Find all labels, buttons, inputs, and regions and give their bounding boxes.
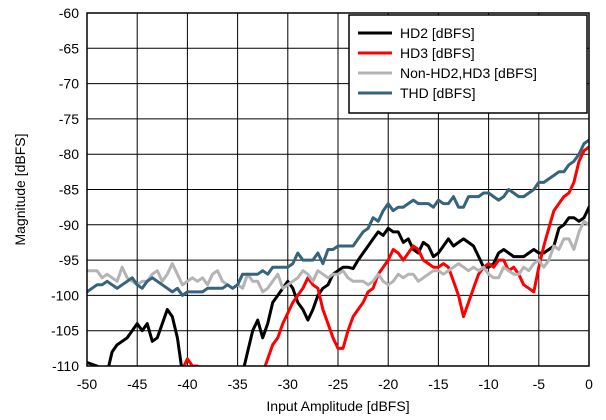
legend-label: HD3 [dBFS]: [400, 45, 475, 61]
series-line-2: [182, 145, 589, 366]
legend-label: THD [dBFS]: [400, 85, 475, 101]
legend-box: [348, 14, 588, 114]
x-tick-label: -40: [177, 376, 197, 392]
y-axis-label: Magnitude [dBFS]: [12, 133, 28, 245]
x-tick-label: -20: [378, 376, 398, 392]
series-line-3: [87, 219, 589, 294]
y-tick-label: -95: [59, 252, 79, 268]
x-tick-label: -30: [278, 376, 298, 392]
y-tick-label: -105: [51, 323, 79, 339]
y-tick-label: -80: [59, 146, 79, 162]
x-tick-label: -15: [428, 376, 448, 392]
x-tick-label: -45: [127, 376, 147, 392]
y-tick-label: -85: [59, 182, 79, 198]
tick-labels: -50 -45 -40 -35 -30 -25 -20 -15 -10 -5 0-60-65-70-…: [51, 5, 593, 392]
y-tick-label: -90: [59, 217, 79, 233]
series-line-1: [87, 205, 589, 366]
y-tick-label: -65: [59, 40, 79, 56]
x-tick-label: -5: [533, 376, 546, 392]
legend-label: Non-HD2,HD3 [dBFS]: [400, 65, 537, 81]
x-tick-label: 0: [585, 376, 593, 392]
series-line-4: [87, 138, 589, 297]
y-tick-label: -100: [51, 287, 79, 303]
y-tick-label: -110: [52, 358, 79, 374]
plot-border: [86, 12, 590, 367]
x-tick-label: -35: [227, 376, 247, 392]
legend-label: HD2 [dBFS]: [400, 25, 475, 41]
x-axis-label: Input Amplitude [dBFS]: [266, 398, 409, 414]
y-tick-label: -75: [59, 111, 79, 127]
x-tick-label: -50: [77, 376, 97, 392]
y-tick-label: -70: [59, 76, 79, 92]
legend: HD2 [dBFS] HD3 [dBFS] Non-HD2,HD3 [dBFS] TH…: [348, 14, 588, 114]
y-tick-label: -60: [59, 5, 79, 21]
x-tick-label: -25: [328, 376, 348, 392]
series-layer: [87, 138, 589, 366]
x-tick-label: -10: [478, 376, 498, 392]
